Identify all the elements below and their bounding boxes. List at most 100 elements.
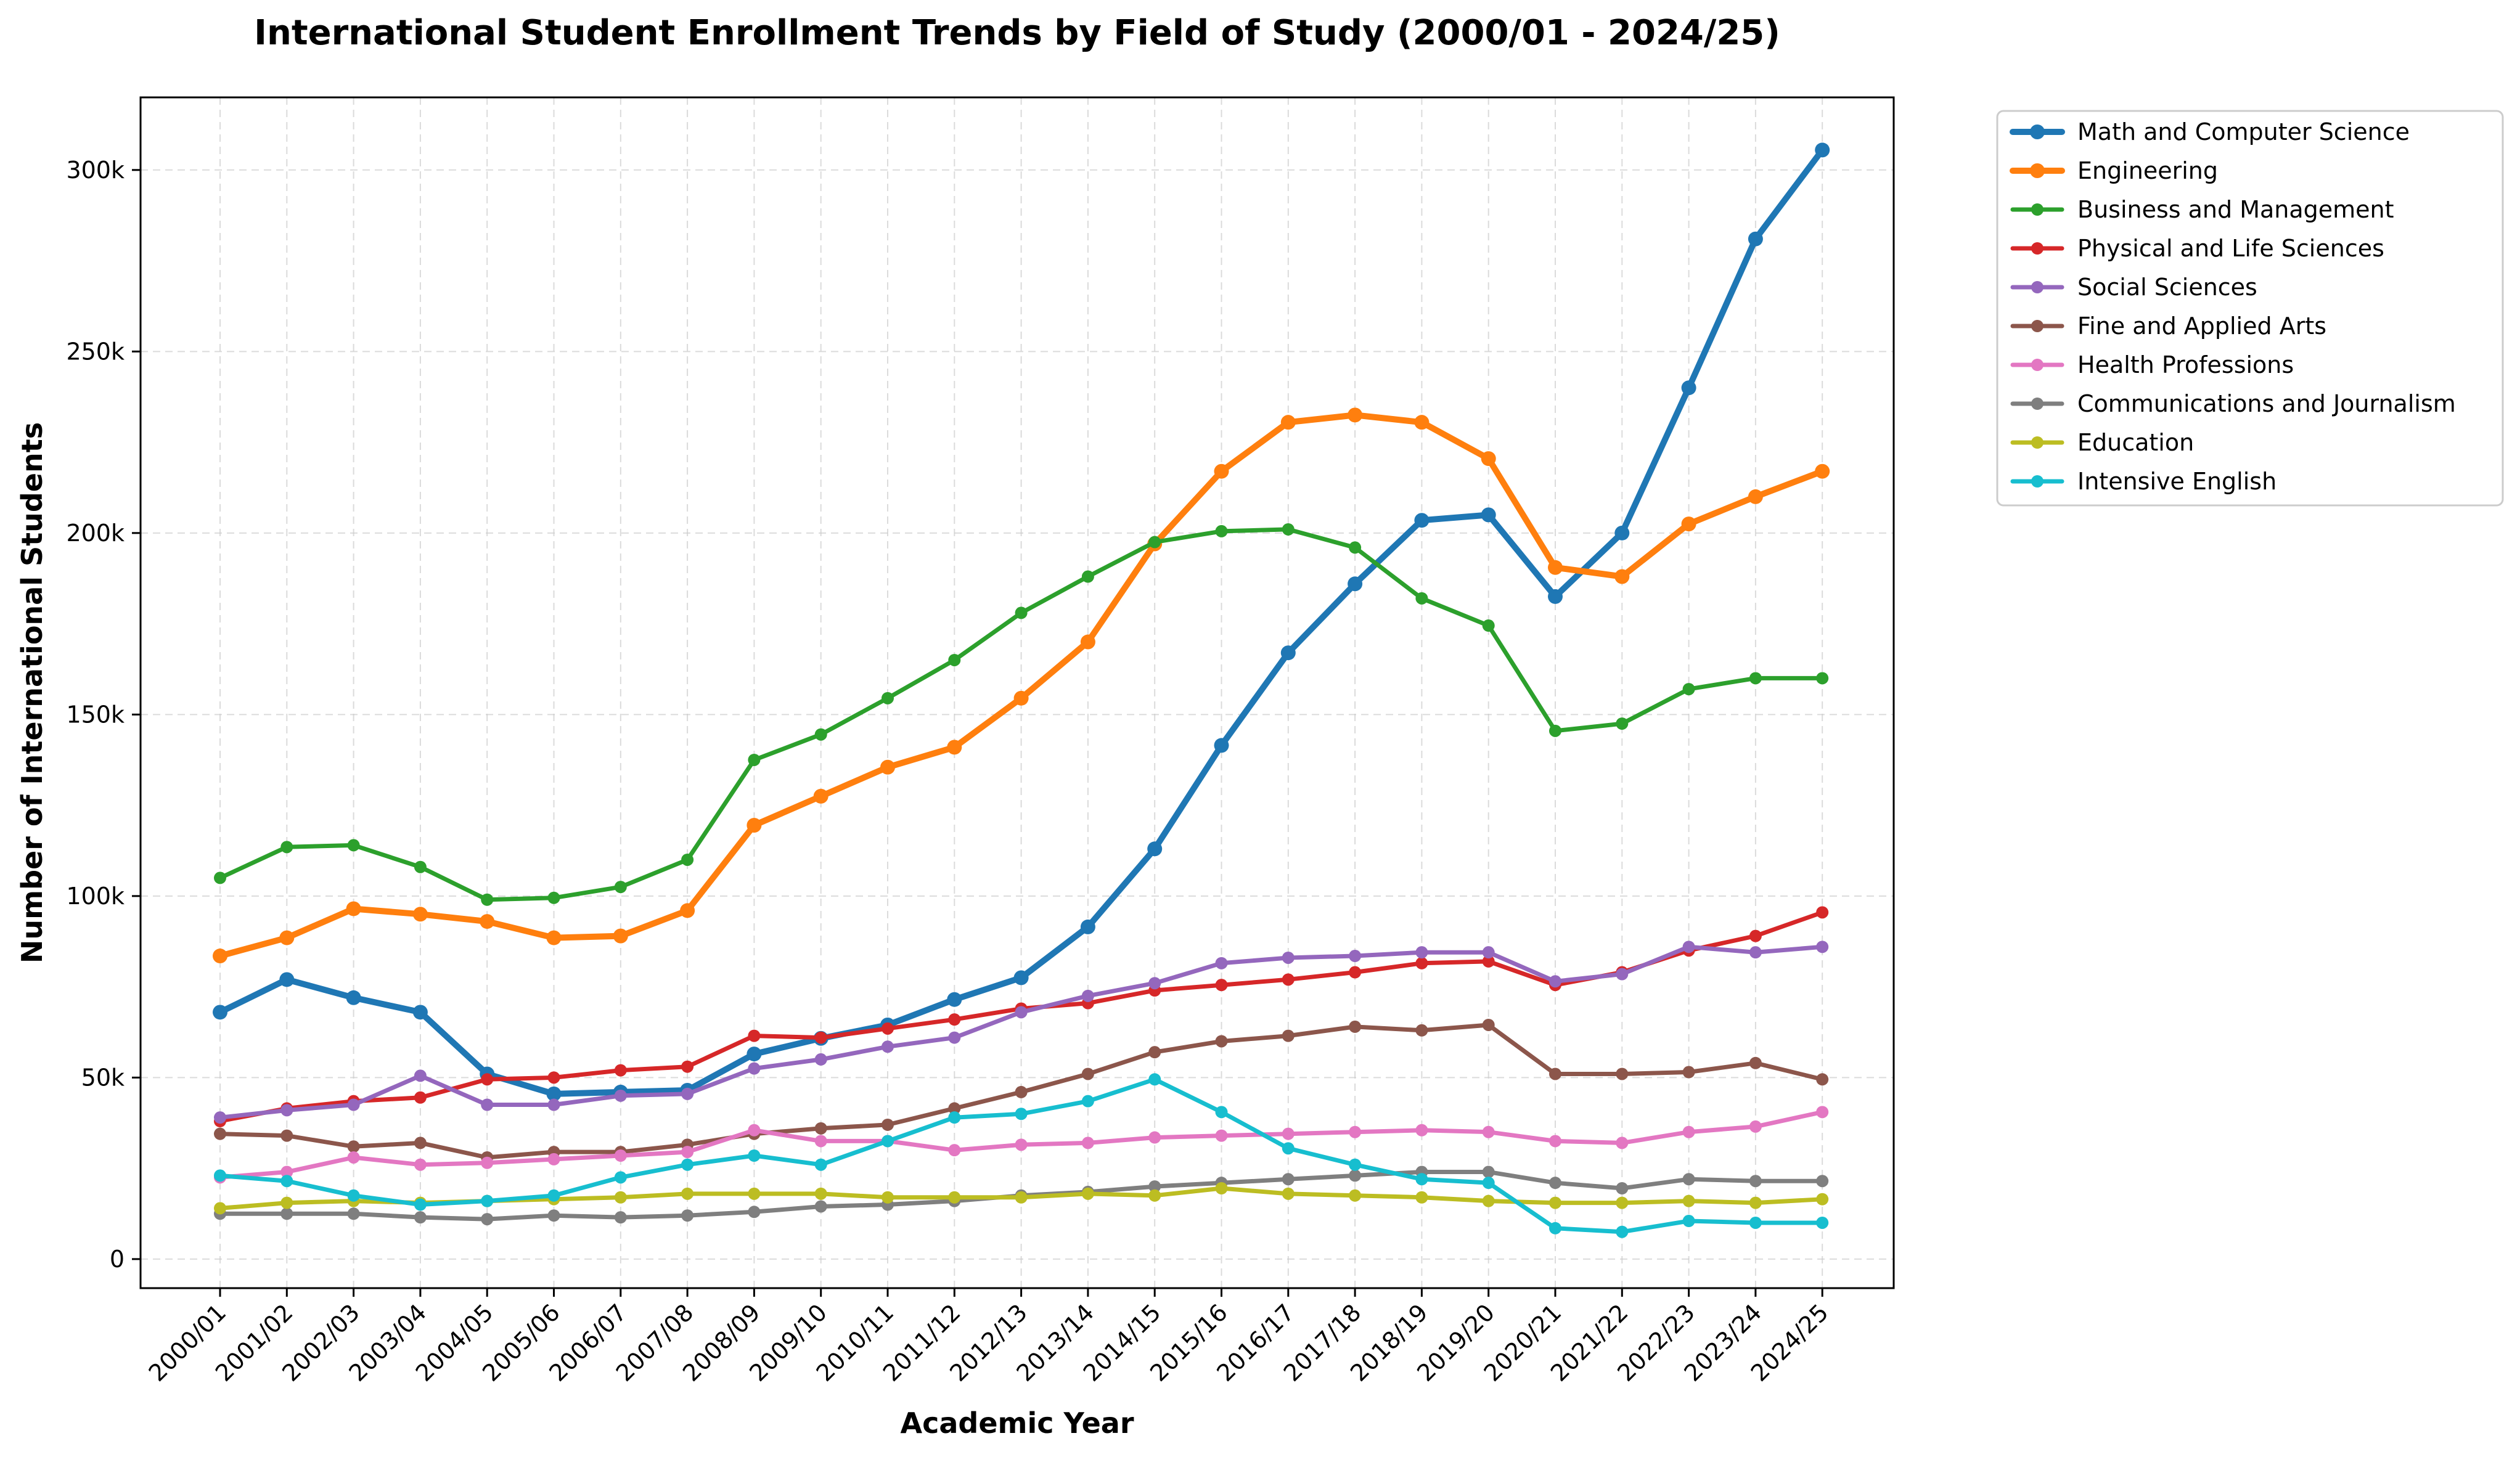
- data-point-physical-and-life-sciences: [547, 1071, 560, 1084]
- data-point-business-and-management: [1549, 724, 1561, 737]
- data-point-math-and-computer-science: [1214, 738, 1229, 753]
- data-point-communications-and-journalism: [1148, 1180, 1161, 1193]
- data-point-health-professions: [948, 1144, 961, 1157]
- data-point-health-professions: [414, 1158, 427, 1171]
- data-point-fine-and-applied-arts: [1282, 1029, 1295, 1042]
- data-point-engineering: [1681, 516, 1696, 532]
- data-point-business-and-management: [414, 860, 427, 873]
- data-point-math-and-computer-science: [947, 992, 962, 1007]
- data-point-engineering: [1080, 634, 1095, 650]
- series-business-and-management: [214, 523, 1829, 906]
- data-point-health-professions: [614, 1149, 627, 1162]
- data-point-engineering: [880, 759, 895, 775]
- data-point-social-sciences: [1616, 968, 1629, 981]
- data-point-education: [1081, 1187, 1094, 1200]
- data-point-intensive-english: [1282, 1142, 1295, 1155]
- data-point-intensive-english: [1349, 1158, 1362, 1171]
- data-point-math-and-computer-science: [1280, 645, 1296, 661]
- data-point-math-and-computer-science: [1481, 507, 1496, 523]
- data-point-health-professions: [1415, 1124, 1428, 1137]
- data-point-business-and-management: [748, 753, 761, 766]
- data-point-social-sciences: [1549, 975, 1561, 988]
- legend-marker: [2031, 398, 2043, 410]
- data-point-fine-and-applied-arts: [1081, 1067, 1094, 1080]
- data-point-business-and-management: [280, 841, 293, 854]
- data-point-intensive-english: [1148, 1073, 1161, 1086]
- data-point-education: [1682, 1194, 1695, 1207]
- x-axis-label: Academic Year: [900, 1406, 1134, 1440]
- data-point-math-and-computer-science: [346, 990, 361, 1005]
- data-point-education: [1215, 1182, 1228, 1195]
- data-point-communications-and-journalism: [280, 1207, 293, 1220]
- data-point-business-and-management: [1081, 570, 1094, 583]
- data-point-social-sciences: [547, 1098, 560, 1111]
- data-point-intensive-english: [614, 1171, 627, 1184]
- y-tick-label: 150k: [66, 701, 125, 728]
- data-point-intensive-english: [414, 1198, 427, 1211]
- data-point-fine-and-applied-arts: [214, 1127, 226, 1140]
- data-point-communications-and-journalism: [347, 1207, 360, 1220]
- data-point-social-sciences: [1415, 946, 1428, 959]
- data-point-fine-and-applied-arts: [1215, 1035, 1228, 1048]
- legend-box: [1996, 110, 2504, 507]
- data-point-education: [1282, 1187, 1295, 1200]
- data-point-physical-and-life-sciences: [1482, 955, 1495, 968]
- legend-label: Fine and Applied Arts: [2077, 312, 2326, 340]
- data-point-physical-and-life-sciences: [1816, 906, 1829, 919]
- data-point-fine-and-applied-arts: [1415, 1024, 1428, 1037]
- data-point-math-and-computer-science: [1147, 841, 1163, 857]
- data-point-fine-and-applied-arts: [1616, 1067, 1629, 1080]
- data-point-engineering: [346, 901, 361, 916]
- data-point-health-professions: [748, 1124, 761, 1137]
- data-point-business-and-management: [1282, 523, 1295, 536]
- data-point-education: [280, 1196, 293, 1209]
- data-point-engineering: [1548, 560, 1563, 575]
- data-point-social-sciences: [347, 1098, 360, 1111]
- legend-item-education: Education: [2010, 429, 2194, 456]
- data-point-physical-and-life-sciences: [1282, 973, 1295, 986]
- data-point-social-sciences: [1148, 977, 1161, 990]
- data-point-communications-and-journalism: [414, 1211, 427, 1224]
- data-point-business-and-management: [347, 839, 360, 852]
- data-point-business-and-management: [547, 891, 560, 904]
- data-point-engineering: [1214, 463, 1229, 479]
- data-point-communications-and-journalism: [481, 1213, 494, 1226]
- legend-label: Business and Management: [2077, 196, 2394, 223]
- legend-marker: [2031, 203, 2043, 216]
- data-point-intensive-english: [948, 1111, 961, 1124]
- data-point-social-sciences: [1749, 946, 1762, 959]
- data-point-engineering: [412, 907, 428, 922]
- data-point-intensive-english: [347, 1189, 360, 1202]
- data-point-engineering: [1481, 451, 1496, 467]
- legend-item-physical-and-life-sciences: Physical and Life Sciences: [2010, 235, 2384, 262]
- data-point-fine-and-applied-arts: [1148, 1046, 1161, 1059]
- data-point-health-professions: [347, 1151, 360, 1164]
- legend-label: Engineering: [2077, 157, 2218, 184]
- data-point-engineering: [747, 817, 762, 833]
- data-point-social-sciences: [882, 1040, 894, 1053]
- data-point-social-sciences: [1682, 941, 1695, 953]
- data-point-communications-and-journalism: [748, 1206, 761, 1218]
- data-point-engineering: [1013, 690, 1029, 706]
- data-point-social-sciences: [814, 1053, 827, 1066]
- data-point-fine-and-applied-arts: [1549, 1067, 1561, 1080]
- data-point-health-professions: [1816, 1106, 1829, 1119]
- data-point-education: [1415, 1191, 1428, 1204]
- legend: Math and Computer Science Engineering Busi…: [1996, 110, 2504, 507]
- data-point-health-professions: [1549, 1135, 1561, 1148]
- data-point-business-and-management: [614, 881, 627, 894]
- data-point-business-and-management: [1749, 672, 1762, 685]
- data-point-health-professions: [814, 1135, 827, 1148]
- legend-label: Communications and Journalism: [2077, 390, 2456, 417]
- legend-label: Social Sciences: [2077, 274, 2257, 301]
- data-point-business-and-management: [1682, 683, 1695, 696]
- data-point-fine-and-applied-arts: [347, 1140, 360, 1153]
- data-point-engineering: [279, 930, 295, 945]
- data-point-intensive-english: [1549, 1222, 1561, 1235]
- data-point-physical-and-life-sciences: [1749, 929, 1762, 942]
- data-point-social-sciences: [681, 1087, 694, 1100]
- data-point-math-and-computer-science: [412, 1005, 428, 1020]
- data-point-math-and-computer-science: [213, 1005, 227, 1020]
- y-axis-label: Number of International Students: [15, 422, 49, 963]
